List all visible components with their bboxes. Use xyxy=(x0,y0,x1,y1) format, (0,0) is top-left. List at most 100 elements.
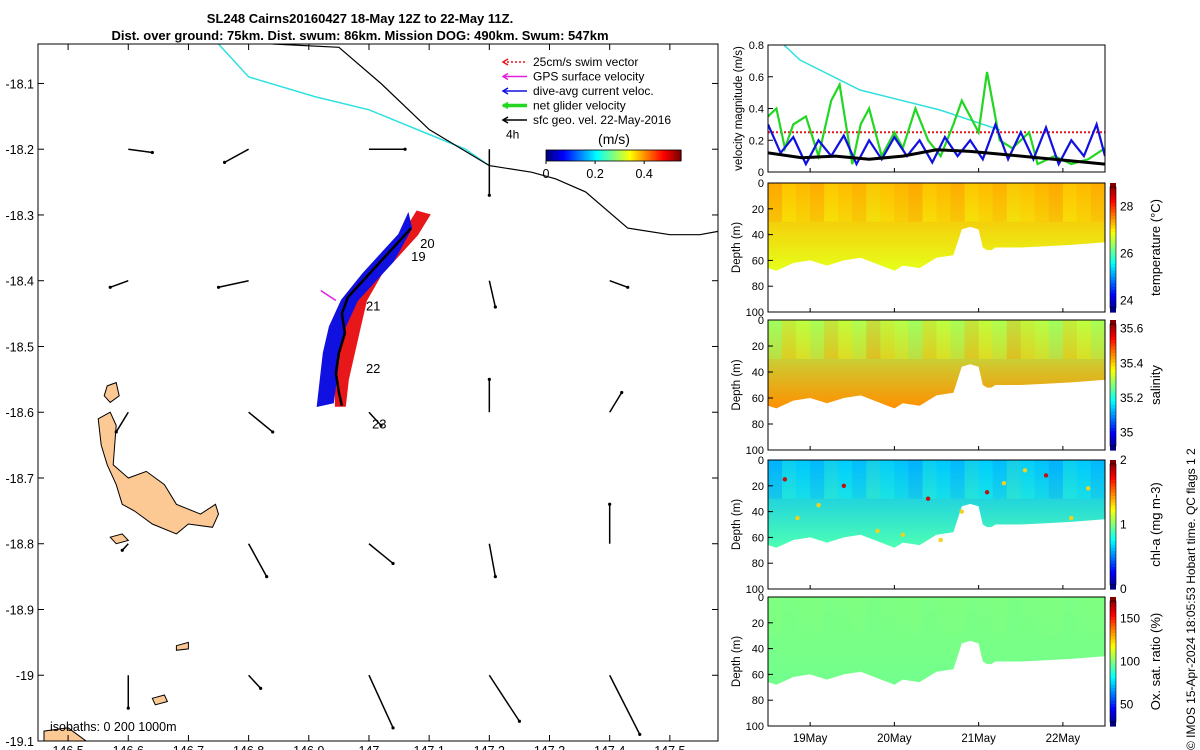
profile-colorbar-cell xyxy=(1110,362,1116,367)
profile-colorbar-cell xyxy=(1110,722,1116,727)
map-y-tick-label: -19 xyxy=(16,669,34,683)
colorbar-cell xyxy=(663,150,666,161)
profile-colorbar-cell xyxy=(1110,305,1116,310)
profile-texture-salinity xyxy=(838,320,853,359)
profile-colorbar-cell xyxy=(1110,385,1116,389)
profile-colorbar-cell xyxy=(1110,489,1116,493)
profile-colorbar-cell xyxy=(1110,411,1116,415)
velocity-y-tick-label: 0.8 xyxy=(749,40,764,52)
profile-colorbar-cell xyxy=(1110,192,1116,197)
profile-colorbar-cell xyxy=(1110,677,1116,682)
profile-texture-oxygen xyxy=(880,597,895,636)
map-y-tick-label: -18.1 xyxy=(6,77,35,91)
profile-colorbar-cell xyxy=(1110,648,1116,653)
current-arrow-21 xyxy=(488,674,521,722)
current-arrow-19 xyxy=(248,674,262,689)
current-arrow-head-13 xyxy=(120,548,124,552)
profile-y-label: Depth (m) xyxy=(731,499,743,550)
profile-texture-oxygen xyxy=(936,597,951,636)
profile-colorbar-cell xyxy=(1110,508,1116,513)
profile-colorbar-tick-label: 150 xyxy=(1120,612,1140,626)
profile-texture-temperature xyxy=(978,183,993,222)
profile-colorbar-cell xyxy=(1110,440,1116,445)
profile-colorbar-cell xyxy=(1110,518,1116,522)
profile-colorbar-cell xyxy=(1110,329,1116,334)
profile-texture-chla xyxy=(796,460,811,499)
current-arrow-1 xyxy=(224,148,249,164)
profile-colorbar-cell xyxy=(1110,404,1116,409)
profile-colorbar-cell xyxy=(1110,469,1116,474)
profile-colorbar-cell xyxy=(1110,619,1116,624)
profile-colorbar-cell xyxy=(1110,642,1116,646)
profile-texture-temperature xyxy=(1048,183,1063,222)
profile-colorbar-cell xyxy=(1110,680,1116,685)
profile-colorbar-cell xyxy=(1110,195,1116,200)
island-1 xyxy=(97,411,220,535)
colorbar-cell xyxy=(645,150,648,161)
chla-dot xyxy=(816,502,821,508)
colorbar-cell xyxy=(640,150,644,161)
profile-colorbar-label: chl-a (mg m-3) xyxy=(1148,482,1163,567)
profile-colorbar-cell xyxy=(1110,381,1116,386)
legend-arrowhead-3 xyxy=(501,101,509,110)
colorbar-cell xyxy=(649,150,653,161)
profile-texture-oxygen xyxy=(852,597,867,636)
profile-texture-chla xyxy=(824,460,839,499)
colorbar-cell xyxy=(651,150,655,161)
profile-colorbar-cell xyxy=(1110,719,1116,724)
day-label-23: 23 xyxy=(372,417,386,432)
profile-colorbar-cell xyxy=(1110,228,1116,232)
profile-colorbar-cell xyxy=(1110,221,1116,226)
profile-y-tick-label: 60 xyxy=(752,669,764,681)
profile-y-tick-label: 80 xyxy=(752,281,764,293)
colorbar-cell xyxy=(656,150,660,161)
profile-texture-temperature xyxy=(922,183,937,222)
current-arrow-head-0 xyxy=(150,150,154,155)
profile-colorbar-cell xyxy=(1110,199,1116,203)
cyan-track-line xyxy=(217,44,490,167)
profile-texture-salinity xyxy=(1006,320,1021,359)
profile-texture-oxygen xyxy=(950,597,965,636)
profile-colorbar-cell xyxy=(1110,417,1116,422)
profile-colorbar-cell xyxy=(1110,320,1116,324)
profile-colorbar-cell xyxy=(1110,349,1116,354)
current-arrow-head-19 xyxy=(259,686,263,690)
profile-texture-oxygen xyxy=(782,597,797,636)
profile-colorbar-cell xyxy=(1110,495,1116,500)
profile-fill-oxygen xyxy=(768,597,1105,685)
map-frame xyxy=(37,43,719,742)
colorbar-cell xyxy=(669,150,673,161)
profile-texture-salinity xyxy=(796,320,811,359)
velocity-series-1 xyxy=(768,71,1105,166)
profile-texture-oxygen xyxy=(866,597,881,636)
profile-colorbar-cell xyxy=(1110,537,1116,542)
profile-colorbar-cell xyxy=(1110,514,1116,519)
profile-texture-chla xyxy=(810,460,825,499)
profile-colorbar-cell xyxy=(1110,336,1116,341)
profile-texture-oxygen xyxy=(922,597,937,636)
profile-y-tick-label: 100 xyxy=(746,584,764,596)
profile-texture-oxygen xyxy=(1076,597,1091,636)
profile-texture-salinity xyxy=(908,320,923,359)
colorbar-cell xyxy=(564,150,567,161)
current-arrow-head-18 xyxy=(126,706,130,710)
profile-texture-chla xyxy=(1020,460,1035,499)
profile-colorbar-cell xyxy=(1110,247,1116,252)
current-arrow-12 xyxy=(609,392,623,413)
colorbar-cell xyxy=(546,150,549,161)
island-3 xyxy=(43,727,87,741)
profile-texture-salinity xyxy=(880,320,895,359)
profile-texture-oxygen xyxy=(1034,597,1049,636)
colorbar-tick-label: 0 xyxy=(543,167,550,181)
profile-texture-temperature xyxy=(880,183,895,222)
map-y-tick-label: -18.6 xyxy=(6,406,35,420)
profile-colorbar-cell xyxy=(1110,696,1116,701)
colorbar-cell xyxy=(654,150,657,161)
colorbar-cell xyxy=(678,150,682,161)
profile-colorbar-cell xyxy=(1110,266,1116,271)
profile-colorbar-cell xyxy=(1110,563,1116,568)
colorbar-cell xyxy=(660,150,664,161)
colorbar-cell xyxy=(597,150,601,161)
profile-texture-oxygen xyxy=(894,597,909,636)
